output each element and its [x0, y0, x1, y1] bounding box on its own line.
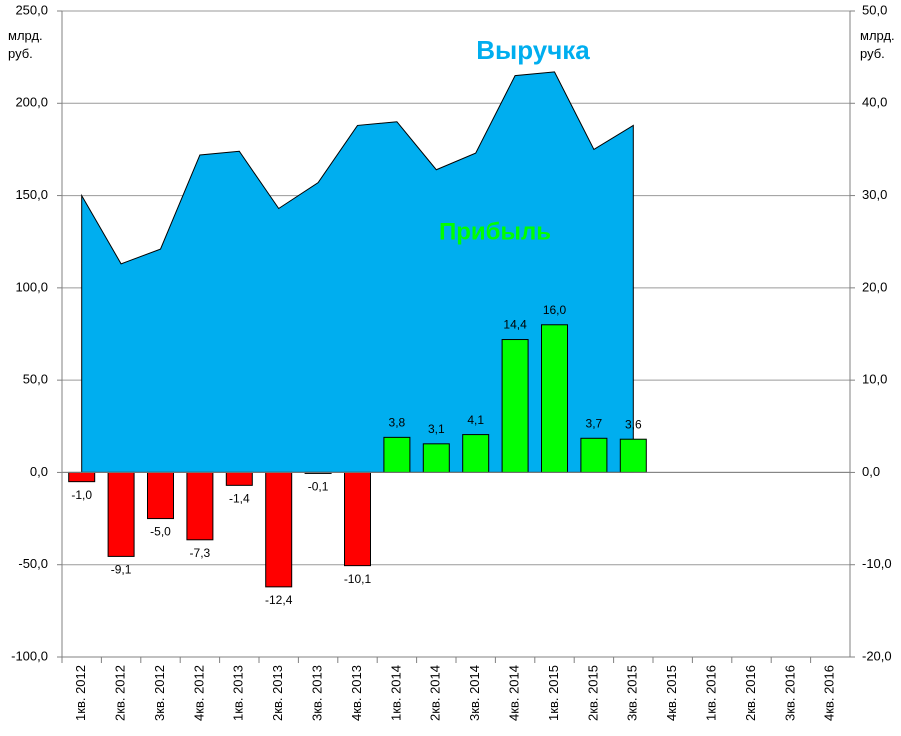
y-axis-label: млрд.: [8, 28, 43, 43]
x-tick-label: 2кв. 2012: [113, 665, 128, 721]
y2-axis-label: руб.: [860, 46, 885, 61]
y-axis-label-line: млрд.: [8, 28, 43, 43]
x-tick-label: 1кв. 2014: [388, 665, 403, 721]
data-label: -7,3: [190, 546, 211, 560]
profit-bar: [541, 324, 568, 473]
x-tick-label: 4кв. 2012: [191, 665, 206, 721]
data-label: 4,1: [467, 413, 484, 427]
x-tick-label: 2кв. 2015: [585, 665, 600, 721]
revenue-area: [81, 71, 634, 473]
y2-tick-label: -10,0: [862, 556, 892, 571]
series-annotation: Прибыль: [439, 218, 551, 245]
y-tick-label: 100,0: [15, 279, 48, 294]
y-axis-label: руб.: [8, 46, 33, 61]
profit-bar: [68, 471, 96, 483]
profit-bar: [422, 443, 450, 473]
data-label: -0,1: [308, 480, 329, 494]
x-tick-label: 1кв. 2013: [231, 665, 246, 721]
y2-axis-label-line: млрд.: [860, 28, 895, 43]
profit-bar: [619, 438, 647, 473]
x-tick-label: 3кв. 2014: [467, 665, 482, 721]
y-tick-label: 50,0: [23, 372, 48, 387]
y-tick-label: 200,0: [15, 95, 48, 110]
data-label: 3,7: [586, 416, 603, 430]
data-label: -1,0: [71, 488, 92, 502]
data-label: -9,1: [111, 563, 132, 577]
profit-bar: [107, 471, 135, 557]
y-axis-label-line: руб.: [8, 46, 33, 61]
y2-tick-label: 50,0: [862, 2, 887, 17]
x-tick-label: 1кв. 2015: [546, 665, 561, 721]
data-label: 3,1: [428, 422, 445, 436]
profit-bar: [225, 471, 253, 486]
y-tick-label: 150,0: [15, 187, 48, 202]
y2-tick-label: 0,0: [862, 464, 880, 479]
series-annotation: Выручка: [476, 35, 590, 65]
data-label: -12,4: [265, 593, 293, 607]
profit-bar: [147, 471, 174, 520]
data-label: 3,6: [625, 417, 642, 431]
x-tick-label: 2кв. 2016: [743, 665, 758, 721]
data-label: -10,1: [344, 572, 372, 586]
y-tick-label: -50,0: [18, 556, 48, 571]
profit-bar: [186, 471, 214, 541]
profit-bar: [462, 434, 490, 473]
y2-tick-label: 10,0: [862, 372, 887, 387]
profit-bar: [580, 437, 608, 473]
y2-tick-label: 20,0: [862, 279, 887, 294]
y2-axis-label: млрд.: [860, 28, 895, 43]
x-tick-label: 3кв. 2013: [310, 665, 325, 721]
x-tick-label: 3кв. 2012: [152, 665, 167, 721]
profit-bar: [265, 471, 293, 588]
data-label: 14,4: [503, 318, 527, 332]
x-tick-label: 4кв. 2013: [349, 665, 364, 721]
x-tick-label: 4кв. 2016: [822, 665, 837, 721]
y-tick-label: -100,0: [11, 648, 48, 663]
y2-tick-label: 30,0: [862, 187, 887, 202]
y2-axis-label-line: руб.: [860, 46, 885, 61]
y2-tick-label: 40,0: [862, 95, 887, 110]
profit-bar: [501, 339, 529, 473]
x-tick-label: 4кв. 2015: [664, 665, 679, 721]
x-tick-label: 1кв. 2016: [704, 665, 719, 721]
data-label: -1,4: [229, 492, 250, 506]
data-label: -5,0: [150, 525, 171, 539]
profit-bar: [344, 471, 371, 567]
y2-tick-label: -20,0: [862, 648, 892, 663]
profit-bar: [383, 436, 411, 473]
x-tick-label: 4кв. 2014: [507, 665, 522, 721]
x-tick-label: 2кв. 2014: [428, 665, 443, 721]
data-label: 16,0: [543, 303, 567, 317]
x-tick-label: 1кв. 2012: [73, 665, 88, 721]
y-tick-label: 250,0: [15, 2, 48, 17]
x-tick-label: 3кв. 2015: [625, 665, 640, 721]
y-tick-label: 0,0: [30, 464, 48, 479]
x-tick-label: 3кв. 2016: [782, 665, 797, 721]
x-tick-label: 2кв. 2013: [270, 665, 285, 721]
data-label: 3,8: [389, 416, 406, 430]
